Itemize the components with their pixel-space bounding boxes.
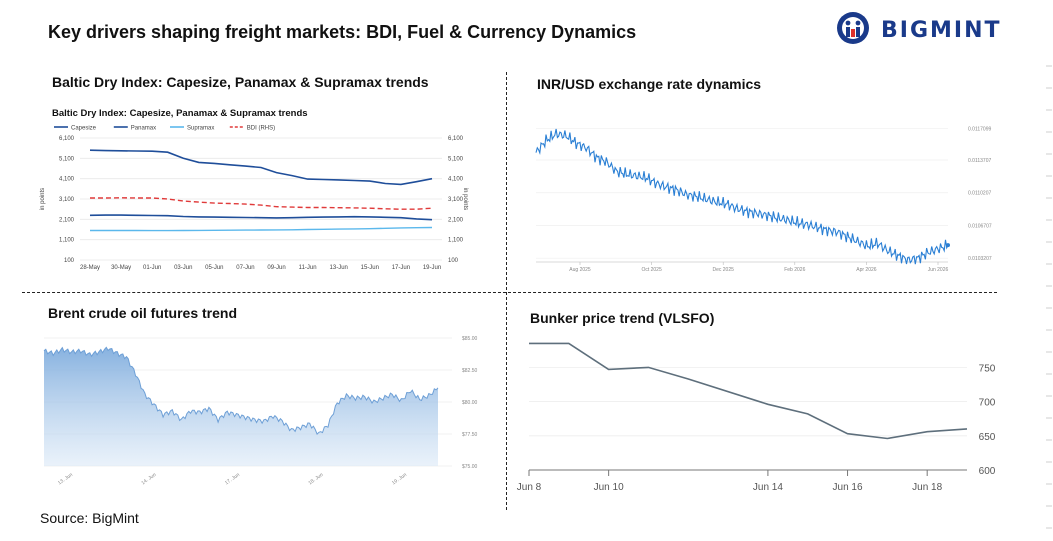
bdi-series-line	[90, 197, 433, 210]
bdi-ytick-left: 4,100	[59, 177, 75, 183]
bdi-ylabel-right: in points	[462, 188, 468, 210]
bdi-xtick: 19-Jun	[423, 265, 441, 271]
bunker-xtick: Jun 16	[833, 482, 863, 493]
bdi-xtick: 15-Jun	[361, 265, 379, 271]
inr-ytick: 0.0117099	[968, 126, 991, 132]
logo-mark-icon	[837, 12, 869, 44]
brent-ytick: $85.00	[462, 336, 478, 342]
brent-ytick: $80.00	[462, 400, 478, 406]
bdi-ytick-left: 2,100	[59, 217, 75, 223]
bdi-xtick: 03-Jun	[174, 265, 192, 271]
inr-panel-title: INR/USD exchange rate dynamics	[537, 76, 762, 92]
bdi-xtick: 01-Jun	[143, 265, 161, 271]
bdi-xtick: 17-Jun	[392, 265, 410, 271]
brent-chart: $85.00 $82.50 $80.00 $77.50 $75.00 13. Jun 14.…	[43, 336, 478, 486]
bdi-series-line	[89, 214, 433, 221]
bdi-legend-label: Panamax	[131, 126, 156, 132]
bunker-ytick: 600	[979, 466, 996, 477]
inr-usd-chart: 0.0117099 0.0113707 0.0110207 0.0106707 0.01…	[535, 126, 992, 273]
brent-xtick: 19. Jun	[391, 472, 408, 486]
inr-xtick: Dec 2025	[712, 267, 734, 273]
bdi-xtick: 11-Jun	[299, 265, 317, 271]
bunker-panel-title: Bunker price trend (VLSFO)	[530, 310, 715, 326]
bdi-ytick-right: 1,100	[448, 238, 464, 244]
vertical-divider	[506, 72, 507, 510]
bdi-chart: Baltic Dry Index: Capesize, Panamax & Su…	[40, 108, 468, 271]
inr-ytick: 0.0106707	[968, 223, 992, 229]
brent-ytick: $82.50	[462, 368, 478, 374]
bdi-panel-title: Baltic Dry Index: Capesize, Panamax & Su…	[52, 74, 429, 90]
bdi-series-line	[89, 149, 433, 186]
brent-ytick: $77.50	[462, 432, 478, 438]
bunker-ytick: 700	[979, 398, 996, 409]
page-title: Key drivers shaping freight markets: BDI…	[48, 22, 637, 42]
brent-area-fill	[44, 347, 438, 466]
bigmint-logo: BIGMINT	[835, 10, 1035, 46]
bdi-ylabel: in points	[40, 188, 46, 210]
inr-xtick: Apr 2026	[856, 267, 877, 273]
brent-xtick: 13. Jun	[57, 472, 74, 486]
bdi-ytick-left: 100	[64, 258, 75, 264]
brent-xtick: 18. Jun	[307, 472, 324, 486]
bdi-ytick-right: 3,100	[448, 197, 464, 203]
logo-text: BIGMINT	[881, 18, 1002, 43]
inr-xtick: Oct 2025	[641, 267, 662, 273]
bdi-xtick: 07-Jun	[236, 265, 254, 271]
bdi-ytick-right: 100	[448, 258, 459, 264]
bdi-xtick: 05-Jun	[205, 265, 223, 271]
brent-panel-title: Brent crude oil futures trend	[48, 305, 238, 321]
bdi-ytick-left: 1,100	[59, 238, 75, 244]
inr-xtick: Feb 2026	[784, 267, 805, 273]
inr-ytick: 0.0103207	[968, 256, 992, 262]
bunker-xtick: Jun 10	[594, 482, 624, 493]
inr-ytick: 0.0113707	[968, 158, 991, 164]
bunker-xtick: Jun 18	[912, 482, 942, 493]
bdi-ytick-right: 5,100	[448, 156, 464, 162]
bdi-xtick: 28-May	[80, 265, 100, 271]
bdi-series-line	[90, 226, 433, 232]
bunker-ytick: 650	[979, 432, 996, 443]
bunker-xtick: Jun 8	[517, 482, 542, 493]
brent-xtick: 14. Jun	[140, 472, 157, 486]
bdi-legend-label: BDI (RHS)	[247, 126, 275, 132]
inr-last-point	[946, 243, 950, 248]
inr-xtick: Aug 2025	[569, 267, 591, 273]
bdi-legend-label: Supramax	[187, 126, 214, 132]
bunker-xtick: Jun 14	[753, 482, 783, 493]
bdi-ytick-left: 6,100	[59, 136, 75, 142]
bunker-ytick: 750	[979, 363, 996, 374]
bdi-xtick: 13-Jun	[330, 265, 348, 271]
bdi-ytick-left: 5,100	[59, 156, 75, 162]
source-note: Source: BigMint	[40, 510, 139, 526]
inr-ytick: 0.0110207	[968, 191, 991, 197]
inr-xtick: Jun 2026	[928, 267, 949, 273]
bunker-series-line	[529, 342, 968, 440]
bdi-xtick: 30-May	[111, 265, 131, 271]
bdi-xtick: 09-Jun	[267, 265, 285, 271]
bdi-ytick-left: 3,100	[59, 197, 75, 203]
bdi-ytick-right: 2,100	[448, 217, 464, 223]
brent-ytick: $75.00	[462, 464, 478, 470]
bunker-chart: 600 650 700 750 Jun 8 Jun 10 Jun 14 Jun 16 Jun 1…	[517, 342, 996, 493]
bdi-ytick-right: 6,100	[448, 136, 464, 142]
bdi-legend-label: Capesize	[71, 126, 97, 132]
brent-series-line	[43, 346, 439, 435]
brent-xtick: 17. Jun	[224, 472, 241, 486]
inr-series-line	[535, 128, 949, 265]
bdi-ytick-right: 4,100	[448, 177, 464, 183]
bdi-inner-title: Baltic Dry Index: Capesize, Panamax & Su…	[52, 108, 308, 119]
horizontal-divider	[22, 292, 997, 293]
page-edge-ticks	[1046, 65, 1052, 529]
